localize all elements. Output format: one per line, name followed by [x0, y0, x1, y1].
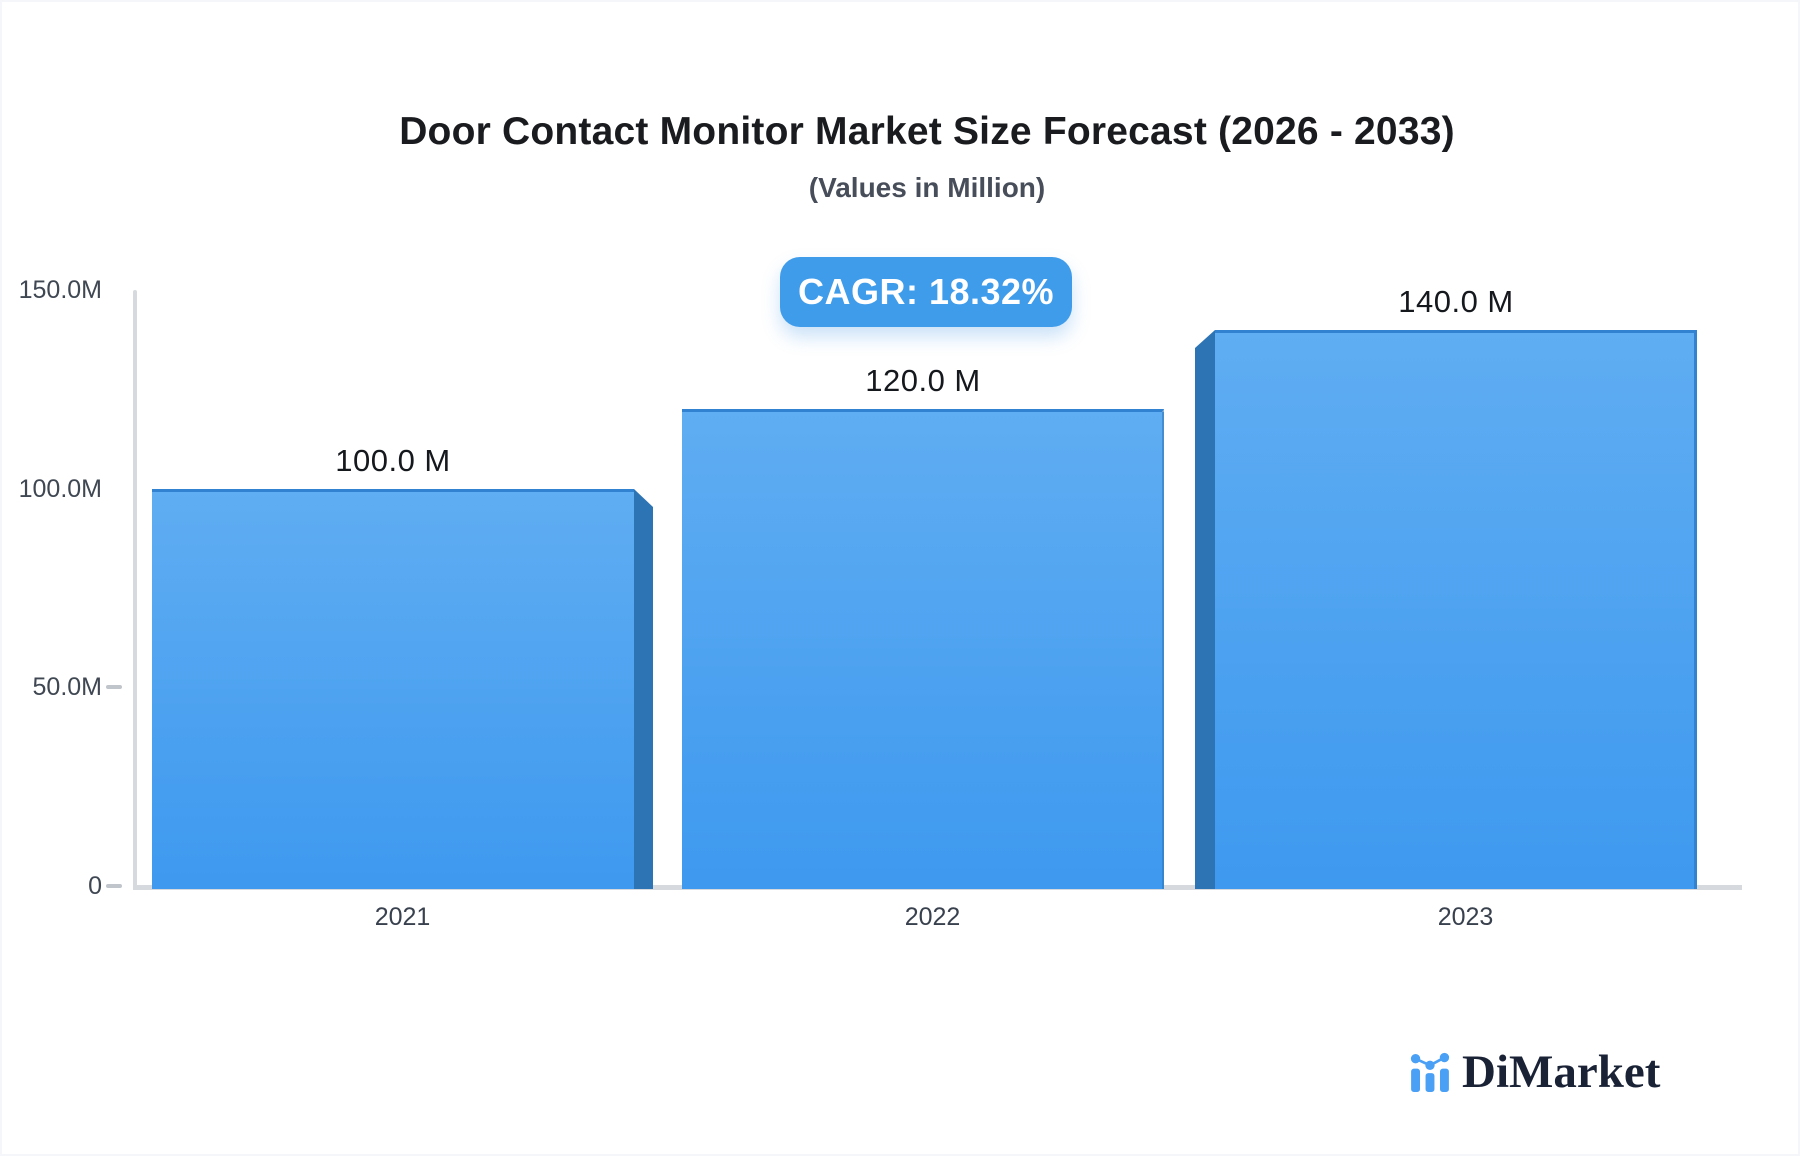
y-axis-tick-mark — [106, 884, 122, 888]
y-axis-tick-label: 50.0M — [32, 673, 102, 701]
bar-3d-side — [1195, 330, 1215, 889]
bar-2023 — [1215, 330, 1697, 889]
y-axis-tick-label: 0 — [88, 872, 102, 900]
bar-2022 — [682, 409, 1164, 889]
bar-chart-with-dots-icon — [1410, 1052, 1450, 1092]
y-axis-tick-label: 100.0M — [18, 475, 102, 503]
y-axis-line — [133, 290, 137, 890]
cagr-badge: CAGR: 18.32% — [780, 257, 1072, 327]
x-axis-category-label: 2023 — [1437, 903, 1494, 931]
y-axis-tick-label: 150.0M — [18, 276, 102, 304]
x-axis-category-label: 2021 — [374, 903, 431, 931]
dimarket-logo: DiMarket — [1410, 1040, 1660, 1104]
chart-title: Door Contact Monitor Market Size Forecas… — [399, 110, 1455, 153]
chart-subtitle: (Values in Million) — [808, 172, 1046, 203]
bar-value-label: 140.0 M — [1398, 284, 1514, 319]
logo-text: DiMarket — [1462, 1046, 1661, 1098]
x-axis-category-label: 2022 — [904, 903, 961, 931]
bar-value-label: 120.0 M — [865, 363, 981, 398]
bar-value-label: 100.0 M — [335, 443, 451, 478]
bar-2021 — [152, 489, 634, 889]
bar-3d-side — [634, 489, 653, 889]
y-axis-tick-mark — [106, 685, 122, 689]
